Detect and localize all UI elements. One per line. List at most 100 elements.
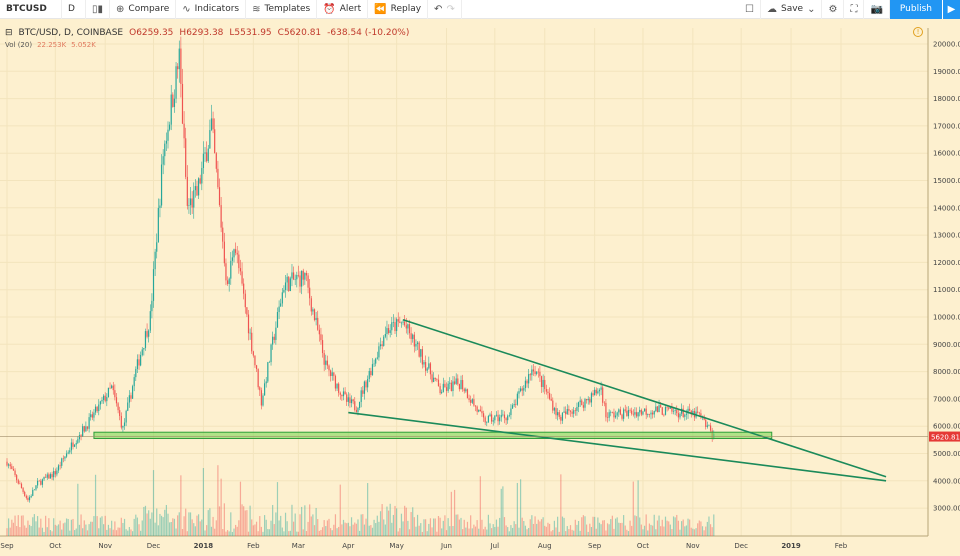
settings-button[interactable]: ⚙ <box>822 0 845 19</box>
candle-body <box>457 378 459 385</box>
volume-bar <box>350 517 353 536</box>
volume-bar <box>14 515 16 536</box>
x-tick-label: Dec <box>734 542 748 550</box>
candle-body <box>489 414 491 417</box>
volume-bar <box>51 531 53 536</box>
candle-body <box>653 410 655 415</box>
volume-bar <box>473 524 475 536</box>
volume-bar <box>270 520 272 536</box>
candle-body <box>661 407 663 415</box>
price-chart[interactable]: 20000.00 19000.00 18000.00 17000.00 16000.00… <box>0 20 960 556</box>
candle-body <box>584 399 586 408</box>
symbol-search[interactable]: BTCUSD <box>0 0 62 19</box>
volume-bar <box>381 504 383 536</box>
candle-body <box>151 300 153 312</box>
publish-button[interactable]: Publish <box>889 0 942 19</box>
candle-body <box>375 358 377 364</box>
candle-body <box>349 397 351 404</box>
volume-bar <box>109 528 111 536</box>
volume-bar <box>30 526 32 536</box>
volume-bar <box>215 520 217 536</box>
candle-body <box>408 324 411 334</box>
alert-button[interactable]: ⏰ Alert <box>317 0 369 19</box>
candle-body <box>11 466 13 470</box>
volume-bar <box>463 519 465 536</box>
volume-bar <box>586 524 588 536</box>
candle-body <box>577 402 580 408</box>
volume-bar <box>140 530 142 536</box>
open-value: O6259.35 <box>129 28 174 38</box>
volume-label: Vol (20) <box>5 41 33 49</box>
volume-bar <box>19 527 21 536</box>
volume-bar <box>402 521 404 536</box>
candle-body <box>444 383 446 388</box>
candle-body <box>51 474 53 478</box>
volume-bar <box>297 531 300 536</box>
redo-icon[interactable]: ↷ <box>446 3 455 15</box>
volume-bar <box>86 530 89 536</box>
volume-bar <box>391 522 393 536</box>
volume-bar <box>302 529 304 536</box>
candle-body <box>412 334 414 339</box>
candle-body <box>336 383 338 389</box>
candle-body <box>143 347 145 350</box>
y-tick-label: 5000.00 <box>933 450 960 458</box>
volume-bar <box>680 521 683 536</box>
candle-body <box>80 435 82 437</box>
volume-bar <box>156 508 158 536</box>
volume-bar <box>631 525 633 536</box>
volume-bar <box>257 531 259 536</box>
volume-bar <box>407 520 409 536</box>
volume-bar <box>408 529 411 536</box>
volume-bar <box>191 519 193 536</box>
candle-body <box>352 399 354 402</box>
candle-body <box>122 425 124 428</box>
volume-bar <box>664 516 667 536</box>
candle-body <box>241 271 243 284</box>
warning-icon[interactable]: ! <box>913 27 923 37</box>
candle-body <box>112 385 114 391</box>
chart-style-button[interactable]: ▯▮ <box>86 0 111 19</box>
candle-body <box>307 275 309 288</box>
interval-button[interactable]: D <box>62 0 86 19</box>
replay-button[interactable]: ⏪ Replay <box>368 0 429 19</box>
candle-body <box>86 426 89 429</box>
volume-bar <box>693 529 696 536</box>
layout-button[interactable]: ☐ <box>739 0 761 19</box>
templates-button[interactable]: ≋ Templates <box>246 0 318 19</box>
volume-bar <box>291 504 293 536</box>
volume-bar <box>595 528 597 536</box>
candle-body <box>294 279 296 280</box>
candle-body <box>56 470 58 475</box>
candle-body <box>433 377 435 382</box>
volume-bar <box>643 525 646 536</box>
volume-bar <box>534 516 536 536</box>
compare-button[interactable]: ⊕ Compare <box>110 0 177 19</box>
x-tick-label: Apr <box>342 542 354 550</box>
candle-body <box>91 414 93 418</box>
trendline <box>402 318 887 478</box>
candle-body <box>682 408 684 417</box>
indicators-label: Indicators <box>194 4 240 14</box>
volume-bar <box>90 521 92 536</box>
play-icon[interactable]: ▶ <box>942 0 960 19</box>
candle-body <box>534 371 536 374</box>
volume-bar <box>518 527 520 536</box>
x-tick-label: Nov <box>686 542 700 550</box>
volume-bar <box>698 520 700 536</box>
fullscreen-button[interactable]: ⛶ <box>844 0 865 19</box>
candle-body <box>157 207 159 243</box>
candle-body <box>426 368 428 371</box>
volume-bar <box>367 483 369 536</box>
collapse-icon[interactable]: ⊟ <box>5 28 13 38</box>
candle-body <box>503 414 506 419</box>
candle-body <box>268 362 271 363</box>
snapshot-button[interactable]: 📷 <box>864 0 890 19</box>
candle-body <box>64 456 66 459</box>
candle-body <box>273 336 275 340</box>
candle-body <box>62 458 64 460</box>
save-button[interactable]: ☁ Save ⌄ <box>761 0 823 19</box>
candle-body <box>32 489 34 496</box>
indicators-button[interactable]: ∿ Indicators <box>176 0 247 19</box>
undo-icon[interactable]: ↶ <box>434 3 443 15</box>
